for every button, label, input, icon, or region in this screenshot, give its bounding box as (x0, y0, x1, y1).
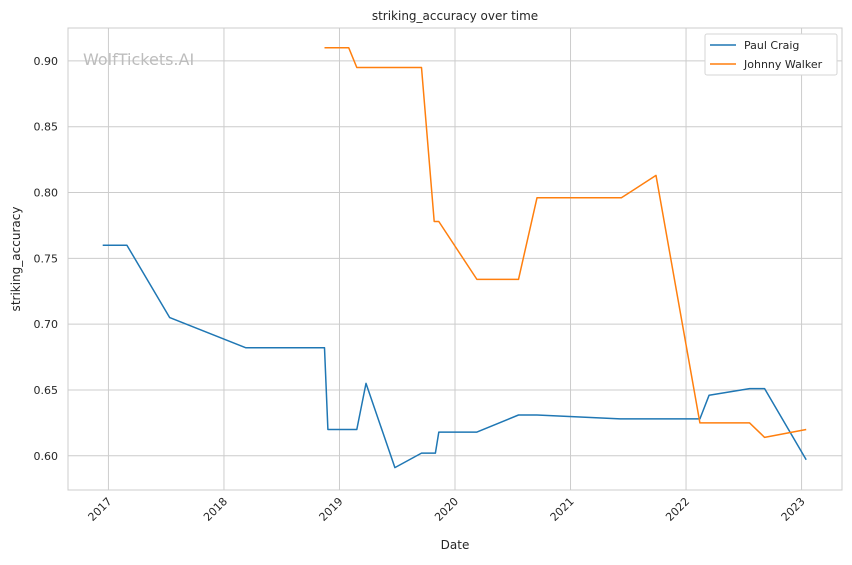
legend-box (704, 33, 838, 76)
plot-frame (67, 27, 843, 491)
y-tick-label: 0.60 (34, 450, 59, 463)
x-tick-label: 2019 (317, 495, 346, 524)
y-tick-label: 0.75 (34, 252, 59, 265)
x-tick-label: 2020 (432, 495, 461, 524)
legend-label: Paul Craig (744, 39, 799, 52)
legend-label: Johnny Walker (743, 58, 823, 71)
x-tick-label: 2021 (548, 495, 577, 524)
y-tick-label: 0.80 (34, 187, 59, 200)
series-lines (102, 46, 807, 469)
x-ticks: 2017 2018 2019 2020 2021 2022 2023 (86, 495, 808, 524)
x-tick-label: 2018 (201, 495, 230, 524)
watermark: WolfTickets.AI (83, 50, 194, 69)
legend: Paul Craig Johnny Walker (704, 33, 838, 76)
y-tick-label: 0.85 (34, 121, 59, 134)
y-axis-label: striking_accuracy (9, 207, 23, 312)
x-tick-label: 2017 (86, 495, 115, 524)
chart-title: striking_accuracy over time (372, 9, 538, 23)
grid (68, 28, 842, 490)
y-tick-label: 0.70 (34, 318, 59, 331)
series-line-johnny-walker (324, 46, 807, 439)
y-tick-label: 0.90 (34, 55, 59, 68)
x-tick-label: 2023 (779, 495, 808, 524)
x-axis-label: Date (441, 538, 470, 552)
series-line-paul-craig (102, 244, 807, 469)
y-tick-label: 0.65 (34, 384, 59, 397)
x-tick-label: 2022 (663, 495, 692, 524)
y-ticks: 0.60 0.65 0.70 0.75 0.80 0.85 0.90 (34, 55, 59, 463)
